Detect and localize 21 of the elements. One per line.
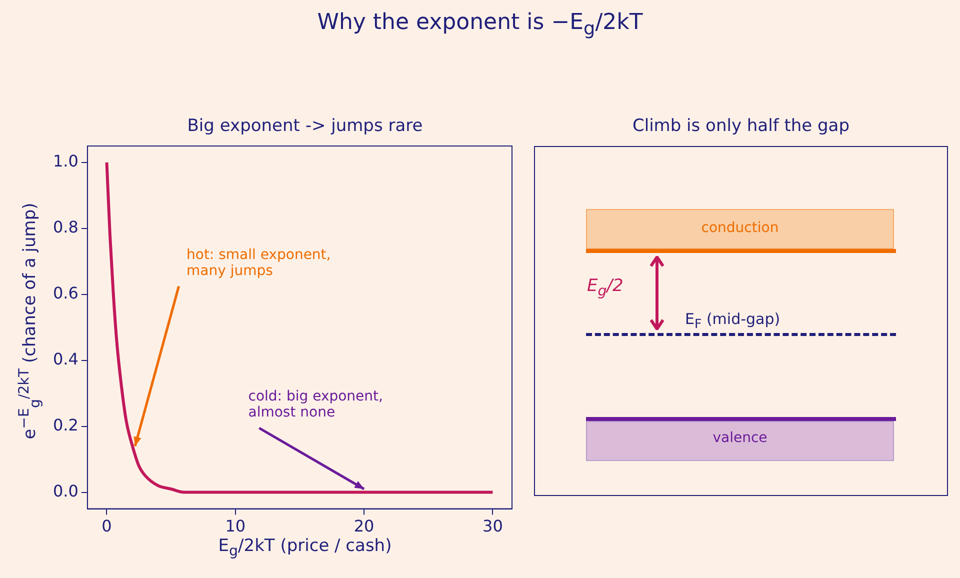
line-series	[105, 160, 494, 494]
y-tick-label: 0.6	[52, 284, 78, 303]
text: Climb is only half the gap	[631, 116, 851, 136]
x-tick-label: 30	[482, 516, 503, 536]
y-tick-label: 0.2	[52, 416, 78, 434]
y-tick-label: 1.0	[52, 152, 78, 171]
y-tick-label: 0.4	[52, 350, 78, 369]
x-tick-label: 0	[102, 516, 112, 536]
chart-subtitle: Big exponent -> jumps rare	[186, 116, 424, 136]
x-axis-title: E$_{g}$/2kT (price / cash)	[217, 536, 393, 560]
y-tick-label: 0.0	[52, 481, 78, 500]
x-tick-label: 20	[354, 516, 374, 536]
x-tick-label: 10	[225, 516, 246, 536]
text: E$_{F}$ (mid-gap)	[685, 310, 780, 331]
text: conduction	[700, 220, 780, 236]
text: valence	[712, 430, 768, 446]
y-tick-label: 0.8	[52, 218, 78, 237]
text: E$_{g}$/2	[587, 276, 624, 300]
annotation: cold: big exponent, almost none	[248, 388, 383, 421]
annotation: hot: small exponent, many jumps	[186, 246, 331, 279]
chart-title: Why the exponent is −E$_{g}$/2kT	[316, 10, 644, 40]
